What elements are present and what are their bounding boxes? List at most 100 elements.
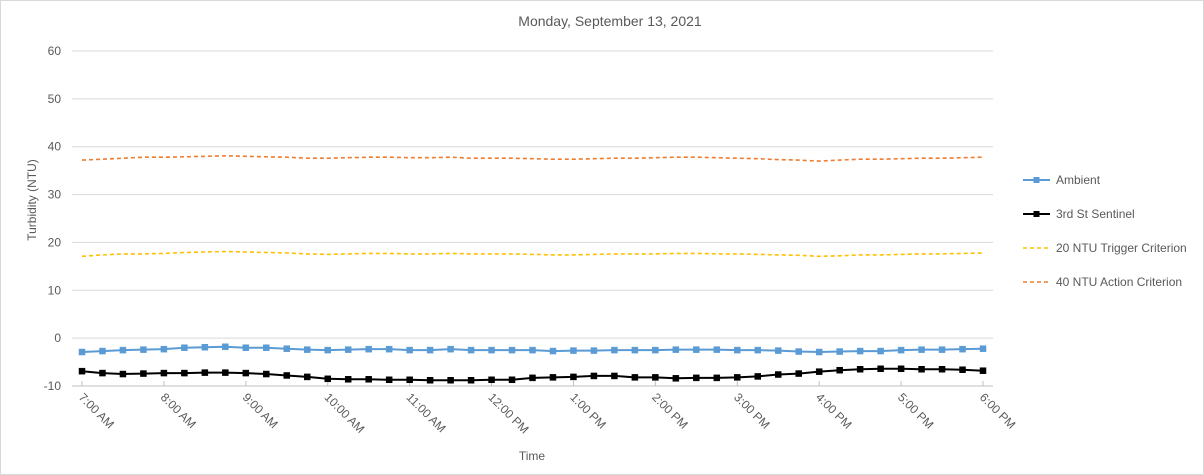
data-point	[365, 345, 372, 353]
chart-title: Monday, September 13, 2021	[518, 13, 702, 29]
data-point	[426, 346, 434, 354]
data-point	[467, 346, 475, 354]
series-layer	[78, 155, 987, 384]
data-point	[488, 346, 495, 354]
data-point	[590, 347, 598, 354]
data-point	[99, 369, 106, 377]
data-point	[140, 346, 147, 353]
y-tick-label: -10	[44, 379, 62, 393]
data-point	[549, 374, 557, 381]
y-axis-title: Turbidity (NTU)	[25, 159, 39, 241]
data-point	[795, 370, 802, 377]
data-point	[78, 348, 86, 356]
data-point	[160, 369, 168, 377]
data-point	[242, 369, 250, 377]
series-3rd-st-sentinel	[78, 365, 987, 384]
legend: Ambient 3rd St Sentinel 20 NTU Trigger Cri…	[1023, 173, 1187, 289]
data-point	[938, 346, 946, 353]
data-point	[99, 347, 106, 355]
data-point	[611, 346, 618, 354]
legend-marker	[1033, 177, 1040, 183]
data-point	[815, 348, 823, 356]
data-point	[283, 345, 291, 352]
data-point	[119, 370, 127, 378]
data-point	[447, 377, 454, 384]
data-point	[959, 345, 966, 353]
data-point	[754, 373, 761, 380]
series-line	[81, 250, 984, 258]
y-tick-label: 60	[48, 44, 62, 58]
data-point	[611, 372, 618, 380]
data-point	[979, 367, 987, 374]
data-point	[467, 377, 475, 384]
series-40-ntu-action-criterion	[81, 155, 984, 162]
data-point	[304, 346, 311, 353]
data-point	[918, 366, 925, 373]
data-point	[406, 376, 413, 384]
data-point	[570, 347, 577, 354]
data-point	[344, 376, 352, 383]
data-point	[529, 346, 536, 354]
data-point	[815, 368, 823, 375]
data-point	[590, 372, 598, 380]
data-point	[652, 374, 659, 381]
data-point	[406, 346, 413, 354]
data-point	[672, 375, 680, 382]
data-point	[222, 369, 229, 376]
data-point	[283, 372, 291, 379]
series-20-ntu-trigger-criterion	[81, 250, 984, 258]
legend-item: 3rd St Sentinel	[1023, 207, 1135, 221]
y-tick-label: 20	[48, 235, 62, 249]
data-point	[324, 375, 331, 383]
legend-item: 20 NTU Trigger Criterion	[1023, 241, 1187, 255]
series-line	[81, 155, 984, 162]
data-point	[754, 346, 761, 354]
data-point	[201, 369, 209, 376]
data-point	[713, 374, 721, 382]
data-point	[631, 374, 639, 381]
data-point	[263, 370, 270, 378]
y-tick-label: 40	[48, 140, 62, 154]
data-point	[385, 376, 393, 384]
data-point	[488, 376, 495, 384]
y-tick-label: 50	[48, 92, 62, 106]
data-point	[836, 366, 843, 374]
data-point	[447, 345, 454, 353]
data-point	[734, 346, 741, 354]
data-point	[856, 347, 864, 355]
data-point	[836, 348, 843, 355]
data-point	[508, 346, 516, 354]
gridlines	[72, 50, 993, 387]
data-point	[631, 346, 639, 354]
data-point	[222, 343, 229, 351]
data-point	[897, 346, 905, 354]
data-point	[529, 374, 536, 382]
data-point	[713, 346, 721, 353]
data-point	[979, 345, 987, 352]
data-point	[508, 376, 516, 384]
y-tick-label: 30	[48, 188, 62, 202]
data-point	[672, 346, 680, 353]
data-point	[365, 376, 372, 383]
legend-item: Ambient	[1023, 173, 1101, 187]
data-point	[693, 374, 700, 382]
data-point	[78, 367, 86, 375]
series-ambient	[78, 343, 987, 356]
legend-label: 20 NTU Trigger Criterion	[1056, 241, 1187, 255]
x-axis-title: Time	[519, 449, 546, 463]
data-point	[877, 365, 884, 373]
y-tick-label: 0	[54, 331, 61, 345]
data-point	[426, 377, 434, 384]
data-point	[181, 344, 188, 351]
legend-label: Ambient	[1056, 173, 1101, 187]
data-point	[324, 346, 331, 354]
data-point	[774, 371, 782, 378]
data-point	[385, 345, 393, 353]
data-point	[181, 369, 188, 377]
data-point	[774, 347, 782, 354]
data-point	[119, 346, 127, 354]
data-point	[734, 374, 741, 381]
